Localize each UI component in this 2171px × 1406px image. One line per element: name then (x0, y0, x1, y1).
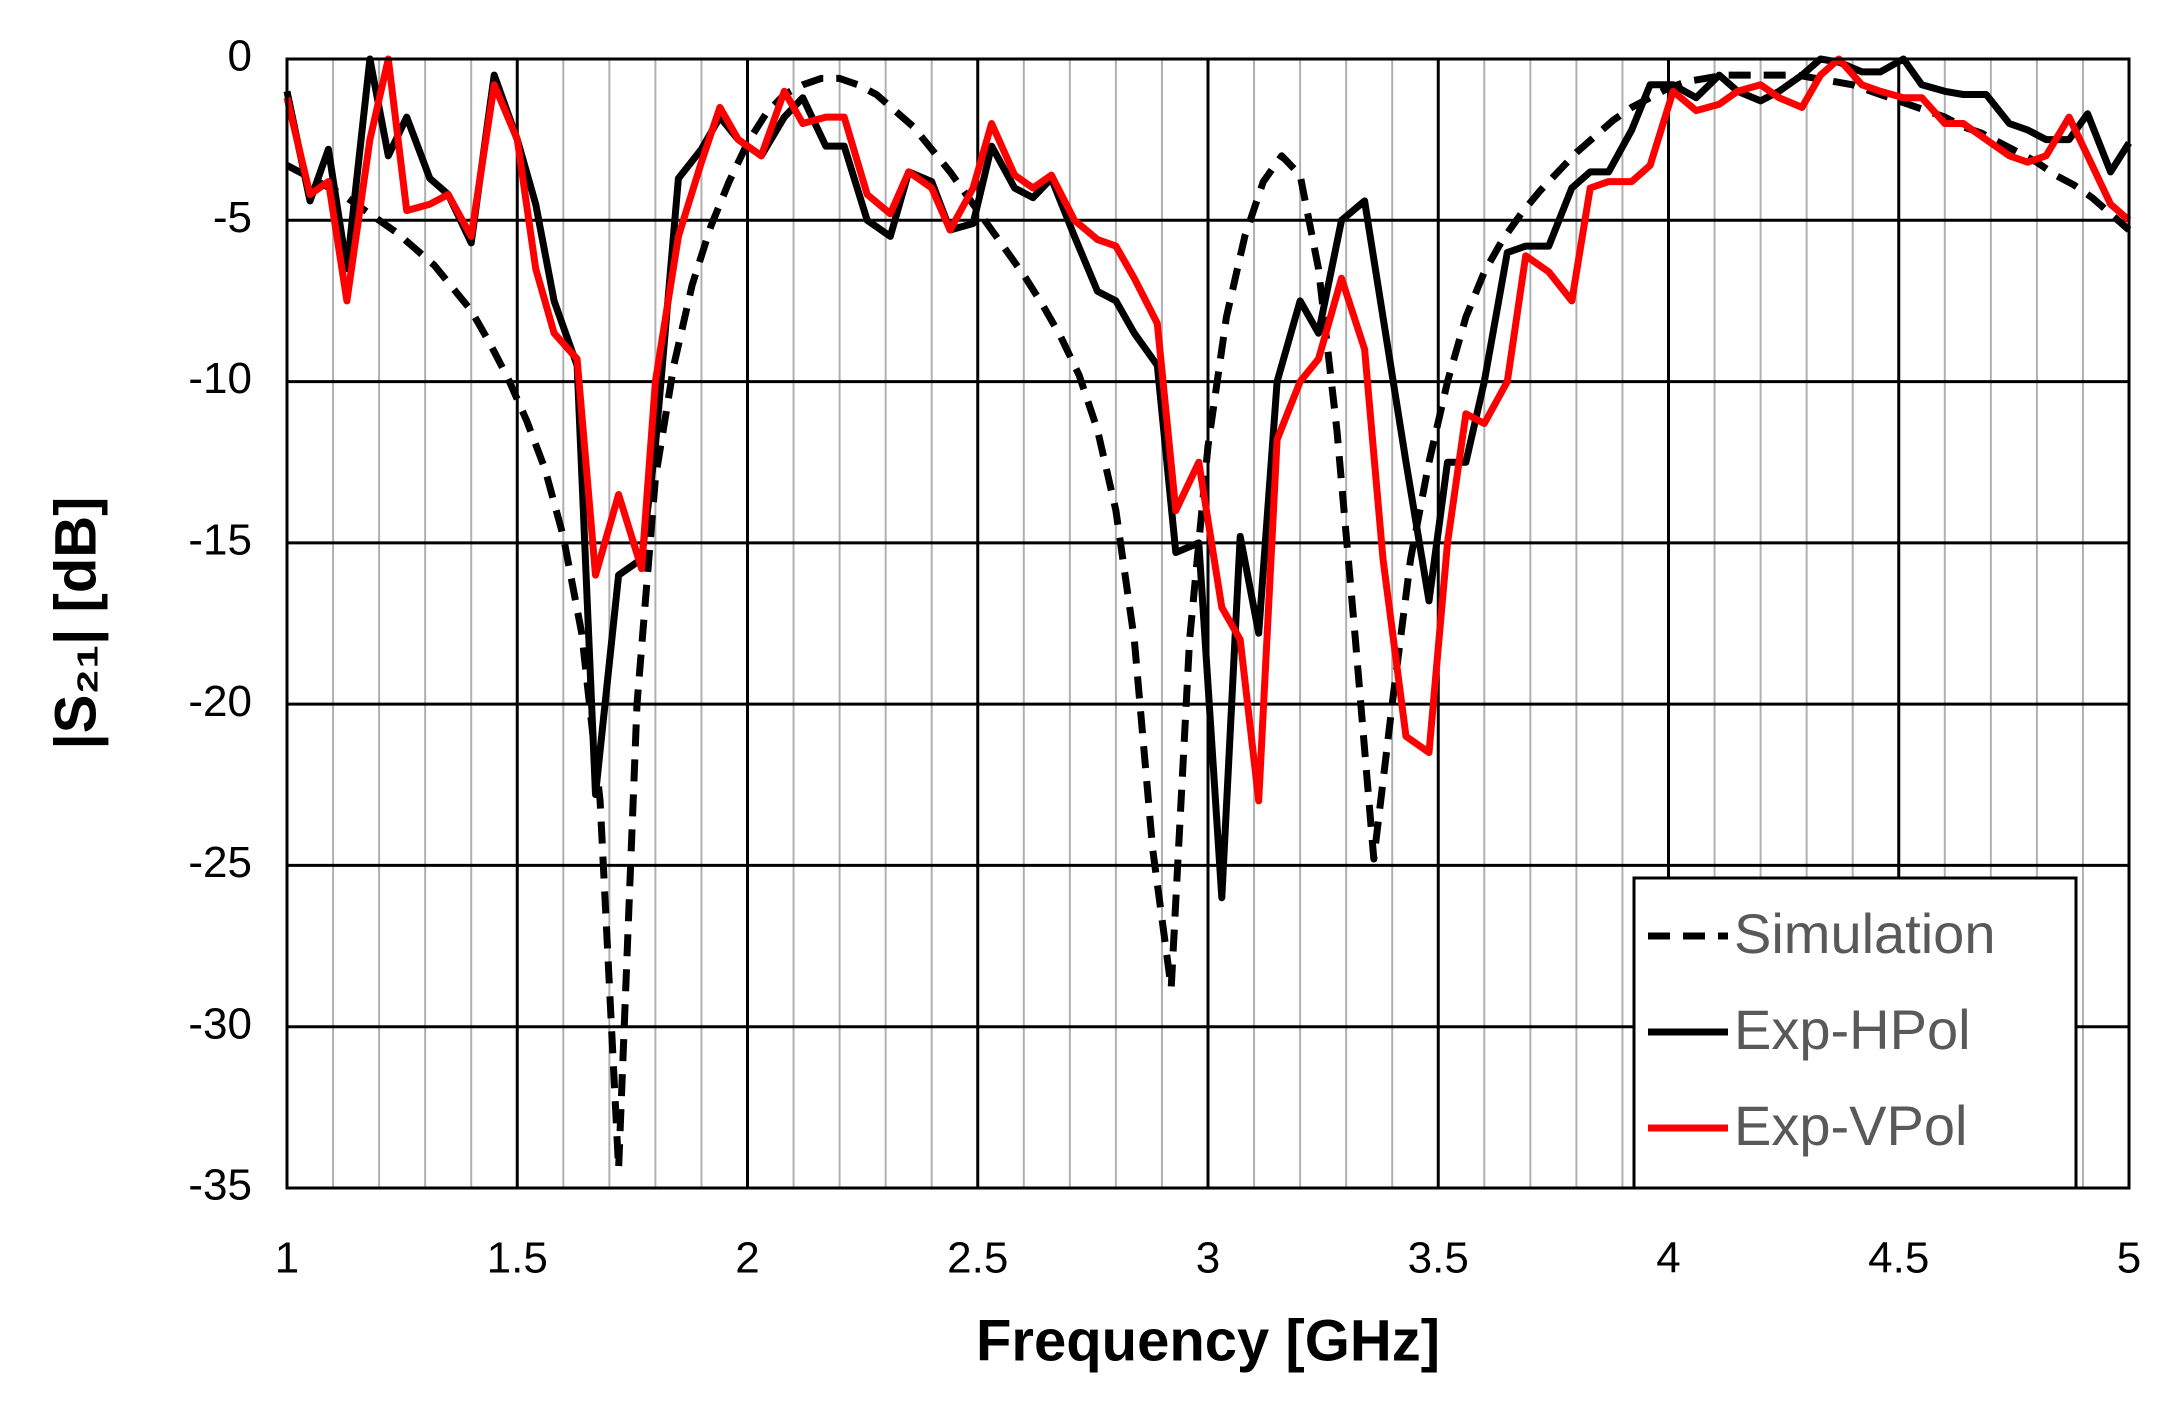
legend: Simulation Exp-HPol Exp-VPol (1632, 876, 2078, 1190)
y-tick-label: -25 (188, 838, 252, 887)
y-tick-label: -10 (188, 354, 252, 403)
legend-label: Exp-HPol (1734, 998, 1971, 1061)
x-tick-label: 4.5 (1868, 1234, 1929, 1283)
series-line (285, 71, 2132, 1173)
legend-label: Simulation (1734, 902, 1995, 965)
x-tick-label: 1 (275, 1234, 299, 1283)
y-axis-label: |S₂₁| [dB] (43, 497, 108, 750)
x-tick-label: 2.5 (947, 1234, 1008, 1283)
y-tick-label: -5 (213, 193, 252, 242)
legend-label: Exp-VPol (1734, 1094, 1967, 1157)
x-tick-label: 2 (735, 1234, 759, 1283)
x-axis-label: Frequency [GHz] (976, 1308, 1440, 1373)
x-tick-label: 5 (2117, 1234, 2141, 1283)
x-tick-label: 3 (1196, 1234, 1220, 1283)
y-tick-label: -35 (188, 1161, 252, 1210)
y-tick-label: 0 (228, 32, 252, 81)
plot-frame (285, 57, 2131, 1190)
y-tick-label: -30 (188, 999, 252, 1048)
x-tick-label: 1.5 (487, 1234, 548, 1283)
x-tick-label: 3.5 (1408, 1234, 1469, 1283)
y-tick-label: -20 (188, 677, 252, 726)
axis-labels: 1 1.5 2 2.5 3 3.5 4 4.5 5 0 -5 -10 -15 -20 -25 -30 -35 (188, 32, 2141, 1283)
y-tick-label: -15 (188, 515, 252, 564)
x-tick-label: 4 (1656, 1234, 1680, 1283)
series-line (283, 55, 2132, 805)
